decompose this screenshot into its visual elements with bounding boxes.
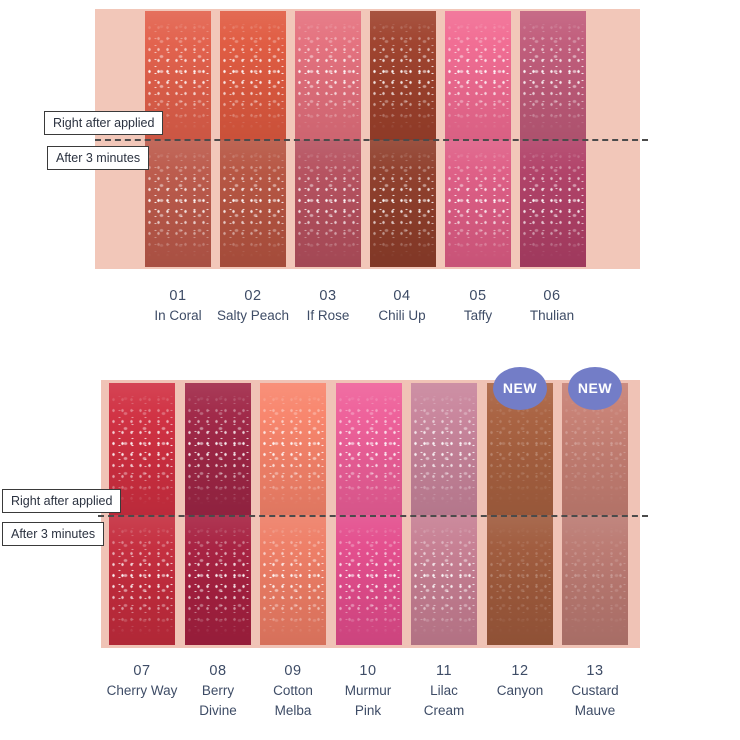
shade-label-03: 03 If Rose (288, 286, 368, 326)
new-badge: NEW (568, 367, 622, 410)
swatch-column-02 (220, 11, 286, 267)
swatch-04-after (370, 140, 436, 267)
swatch-column-06 (520, 11, 586, 267)
shade-number: 05 (469, 288, 487, 304)
swatch-02-after (220, 140, 286, 267)
shade-number: 11 (435, 663, 453, 679)
shade-number: 03 (319, 288, 337, 304)
shade-name: Lilac Cream (423, 683, 465, 718)
swatch-04-before (370, 11, 436, 140)
shade-name: Chili Up (378, 308, 426, 323)
shade-name: Murmur Pink (344, 683, 392, 718)
swatch-09-before (260, 383, 326, 515)
legend-after-3-minutes: After 3 minutes (47, 146, 150, 170)
shade-label-05: 05 Taffy (438, 286, 518, 326)
swatch-10-before (336, 383, 402, 515)
shade-number: 02 (244, 288, 262, 304)
swatch-02-before (220, 11, 286, 140)
shade-number: 10 (359, 663, 377, 679)
shade-label-02: 02 Salty Peach (213, 286, 293, 326)
shade-name: Canyon (496, 683, 544, 698)
shade-name: If Rose (306, 308, 350, 323)
swatch-column-08 (185, 383, 251, 645)
swatch-09-after (260, 515, 326, 645)
shade-label-06: 06 Thulian (512, 286, 592, 326)
swatch-08-after (185, 515, 251, 645)
swatch-column-04 (370, 11, 436, 267)
shade-number: 09 (284, 663, 302, 679)
legend-after-3-minutes: After 3 minutes (2, 522, 105, 546)
swatch-column-10 (336, 383, 402, 645)
shade-name: Cherry Way (106, 683, 178, 698)
shade-label-12: 12 Canyon (480, 661, 560, 701)
swatch-08-before (185, 383, 251, 515)
swatch-column-03 (295, 11, 361, 267)
legend-right-after-applied: Right after applied (44, 111, 164, 135)
shade-number: 01 (169, 288, 187, 304)
swatch-column-11 (411, 383, 477, 645)
swatch-03-after (295, 140, 361, 267)
top-swatch-panel (95, 9, 648, 269)
swatch-column-12: NEW (487, 367, 553, 645)
shade-label-04: 04 Chili Up (362, 286, 442, 326)
swatch-01-after (145, 140, 211, 267)
shade-label-01: 01 In Coral (138, 286, 218, 326)
shade-number: 04 (393, 288, 411, 304)
dashed-divider-line (98, 515, 648, 517)
shade-label-13: 13 Custard Mauve (555, 661, 635, 721)
swatch-05-after (445, 140, 511, 267)
shade-number: 08 (209, 663, 227, 679)
shade-name: Custard Mauve (571, 683, 619, 718)
swatch-07-after (109, 515, 175, 645)
bottom-swatch-panel: NEW NEW (98, 367, 648, 648)
swatch-column-13: NEW (562, 367, 628, 645)
dashed-divider-line (95, 139, 648, 141)
swatch-13-after (562, 515, 628, 645)
shade-label-08: 08 Berry Divine (178, 661, 258, 721)
shade-label-09: 09 Cotton Melba (253, 661, 333, 721)
shade-label-07: 07 Cherry Way (102, 661, 182, 701)
shade-label-11: 11 Lilac Cream (404, 661, 484, 721)
new-badge: NEW (493, 367, 547, 410)
legend-right-after-applied: Right after applied (2, 489, 122, 513)
shade-name: In Coral (154, 308, 202, 323)
swatch-03-before (295, 11, 361, 140)
swatch-column-01 (145, 11, 211, 267)
swatch-column-07 (109, 383, 175, 645)
shade-number: 06 (543, 288, 561, 304)
shade-number: 12 (511, 663, 529, 679)
swatch-column-09 (260, 383, 326, 645)
swatch-column-05 (445, 11, 511, 267)
shade-label-10: 10 Murmur Pink (328, 661, 408, 721)
swatch-06-after (520, 140, 586, 267)
shade-name: Cotton Melba (273, 683, 313, 718)
swatch-05-before (445, 11, 511, 140)
shade-name: Taffy (463, 308, 493, 323)
shade-number: 13 (586, 663, 604, 679)
shade-name: Thulian (529, 308, 575, 323)
shade-name: Salty Peach (216, 308, 290, 323)
swatch-11-after (411, 515, 477, 645)
swatch-10-after (336, 515, 402, 645)
swatch-12-after (487, 515, 553, 645)
shade-name: Berry Divine (199, 683, 237, 718)
swatch-06-before (520, 11, 586, 140)
shade-number: 07 (133, 663, 151, 679)
swatch-11-before (411, 383, 477, 515)
